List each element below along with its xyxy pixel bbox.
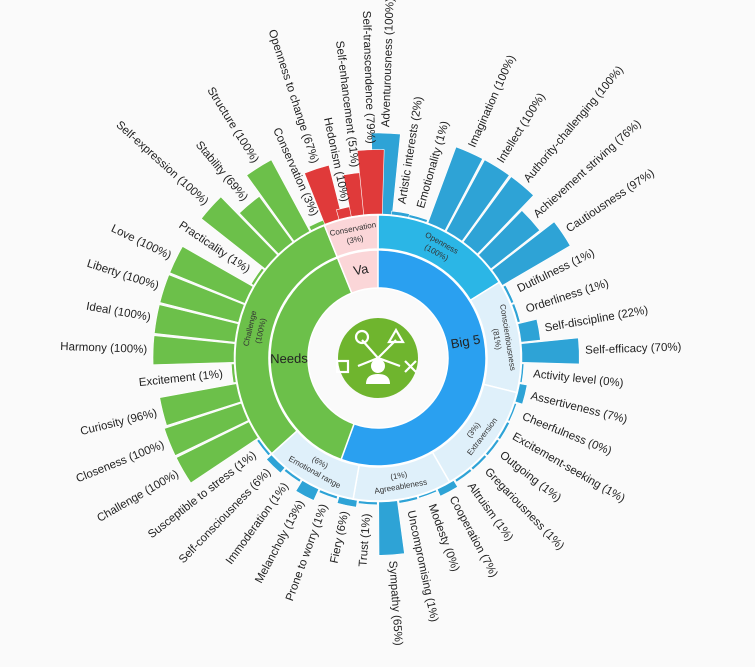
category-ring: Openness(100%)Conscientiousness(81%)Extr… xyxy=(234,214,522,502)
core-segment-needs xyxy=(269,256,356,461)
trait-label-self-transcendence: Self-transcendence (79%) xyxy=(360,11,377,144)
trait-bar-outgoing xyxy=(485,438,500,457)
category-value-conservation: (3%) xyxy=(346,234,365,246)
core-label-big-5: Big 5 xyxy=(450,332,482,352)
trait-bar-excitement xyxy=(231,363,237,384)
core-segment-big-5 xyxy=(307,249,487,467)
trait-bar-self-efficacy xyxy=(520,337,580,365)
trait-bars xyxy=(152,132,580,556)
trait-label-achievement-striving: Achievement striving (76%) xyxy=(532,118,644,221)
trait-bar-stability xyxy=(239,195,294,255)
trait-bar-self-transcendence xyxy=(356,149,385,216)
trait-label-authority-challenging: Authority-challenging (100%) xyxy=(522,64,626,185)
trait-label-self-expression: Self-expression (100%) xyxy=(113,119,210,208)
trait-bar-liberty xyxy=(159,274,245,323)
trait-label-curiosity: Curiosity (96%) xyxy=(79,407,158,438)
trait-bar-modesty xyxy=(418,489,438,499)
trait-bar-self-expression xyxy=(201,196,278,270)
trait-bar-curiosity xyxy=(159,383,242,426)
trait-bar-orderliness xyxy=(511,303,521,323)
trait-bar-authority-challenging xyxy=(462,176,534,255)
trait-label-excitement: Excitement (1%) xyxy=(138,368,223,389)
trait-bar-activity-level xyxy=(519,363,525,383)
trait-label-fiery: Fiery (6%) xyxy=(329,510,352,565)
trait-label-ideal: Ideal (100%) xyxy=(85,301,151,324)
trait-bar-cautiousness xyxy=(491,221,571,286)
category-segment-conservation xyxy=(323,214,379,258)
trait-bar-prone-to-worry xyxy=(318,489,338,500)
trait-bar-uncompromising xyxy=(398,496,419,504)
trait-bar-excitement-seeking xyxy=(497,421,510,440)
trait-bar-challenge xyxy=(175,421,259,484)
core-label-va: Va xyxy=(352,261,370,279)
core-segment-va xyxy=(336,249,379,295)
trait-bar-cooperation xyxy=(436,480,459,497)
trait-label-love: Love (100%) xyxy=(109,223,173,262)
trait-label-activity-level: Activity level (0%) xyxy=(533,368,625,389)
trait-label-closeness: Closeness (100%) xyxy=(74,439,166,485)
trait-label-sympathy: Sympathy (65%) xyxy=(386,560,404,646)
core-ring: Big 5 Needs Va xyxy=(269,249,487,467)
trait-label-harmony: Harmony (100%) xyxy=(60,341,147,356)
category-value-conscientiousness: (81%) xyxy=(491,328,503,351)
trait-bar-cheerfulness xyxy=(507,402,517,422)
people-network-icon xyxy=(335,327,417,374)
trait-bar-self-discipline xyxy=(517,318,541,343)
person-body-icon xyxy=(366,374,390,384)
core-label-needs: Needs xyxy=(270,351,308,367)
trait-bar-closeness xyxy=(163,402,249,456)
trait-bar-gregariousness xyxy=(470,454,487,471)
trait-bar-harmony xyxy=(152,335,236,365)
center-icon xyxy=(335,318,418,398)
trait-bar-intellect xyxy=(445,159,510,242)
trait-bar-love xyxy=(169,246,254,304)
trait-bar-altruism xyxy=(454,468,473,483)
trait-bar-self-consciousness xyxy=(266,454,286,474)
trait-label-liberty: Liberty (100%) xyxy=(85,258,160,293)
trait-bar-practicality xyxy=(250,267,265,286)
trait-label-immoderation: Immoderation (1%) xyxy=(224,481,291,567)
trait-bar-fiery xyxy=(336,496,358,508)
trait-bar-structure xyxy=(246,159,311,242)
person-head-icon xyxy=(371,359,385,373)
trait-bar-emotionality xyxy=(408,214,428,223)
trait-bar-trust xyxy=(357,500,378,506)
trait-bar-immoderation xyxy=(283,468,302,483)
category-value-agreeableness: (1%) xyxy=(390,470,409,482)
trait-label-self-efficacy: Self-efficacy (70%) xyxy=(585,341,682,356)
trait-label-trust: Trust (1%) xyxy=(357,513,373,567)
trait-bar-imagination xyxy=(427,146,483,231)
trait-bar-dutifulness xyxy=(502,284,515,304)
trait-bar-susceptible-to-stress xyxy=(256,438,271,457)
trait-bar-assertiveness xyxy=(514,383,528,405)
trait-label-adventurousness: Adventurousness (100%) xyxy=(380,0,397,127)
trait-bar-sympathy xyxy=(378,500,405,556)
trait-bar-melancholy xyxy=(295,480,320,501)
trait-bar-ideal xyxy=(154,304,239,343)
trait-bar-achievement-striving xyxy=(478,210,541,270)
trait-label-self-discipline: Self-discipline (22%) xyxy=(544,304,649,334)
trait-label-openness-to-change: Openness to change (67%) xyxy=(266,28,321,165)
